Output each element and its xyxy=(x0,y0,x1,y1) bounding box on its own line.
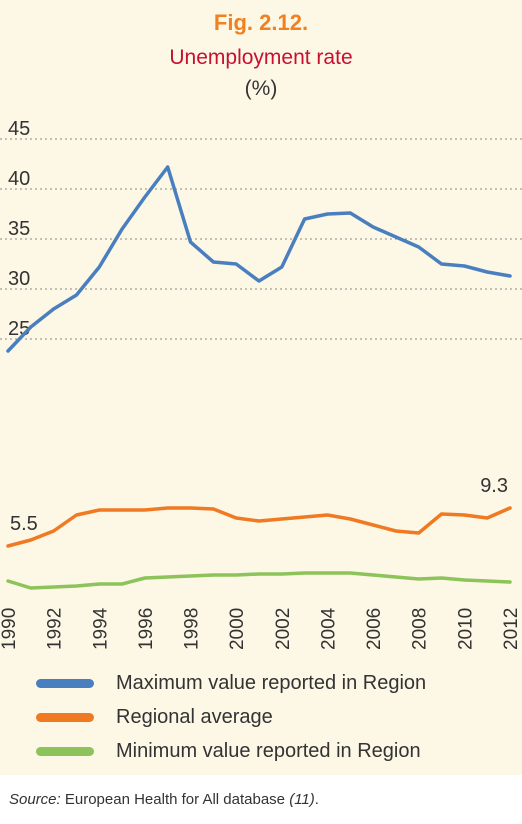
legend-item-avg: Regional average xyxy=(36,700,426,734)
x-tick-2008: 2008 xyxy=(410,608,431,650)
data-label-2012: 9.3 xyxy=(480,475,508,497)
x-tick-1996: 1996 xyxy=(136,608,157,650)
y-tick-30: 30 xyxy=(8,268,30,290)
legend-item-min: Minimum value reported in Region xyxy=(36,734,426,768)
series-lines xyxy=(6,165,512,590)
y-tick-40: 40 xyxy=(8,168,30,190)
legend-label-avg: Regional average xyxy=(116,705,273,728)
legend-label-max: Maximum value reported in Region xyxy=(116,671,427,694)
chart-unit: (%) xyxy=(244,77,278,100)
source-prefix: Source: xyxy=(9,791,61,808)
grid-lines xyxy=(0,138,522,340)
x-tick-2002: 2002 xyxy=(273,608,294,650)
x-tick-1994: 1994 xyxy=(90,607,111,650)
chart-title: Unemployment rate xyxy=(169,46,353,69)
source-ref: (11) xyxy=(289,791,315,808)
x-tick-1998: 1998 xyxy=(182,608,203,650)
x-tick-2006: 2006 xyxy=(364,608,385,650)
x-tick-1990: 1990 xyxy=(0,608,20,650)
data-label-1990: 5.5 xyxy=(10,513,38,535)
x-tick-2000: 2000 xyxy=(227,608,248,650)
legend-swatch-min xyxy=(36,746,94,756)
chart-panel xyxy=(0,0,522,775)
y-tick-45: 45 xyxy=(8,118,30,140)
source-text: European Health for All database xyxy=(60,791,290,808)
source-note: Source: European Health for All database… xyxy=(9,791,319,808)
y-tick-35: 35 xyxy=(8,218,30,240)
series-line-avg xyxy=(6,506,512,548)
data-labels: 5.5 9.3 xyxy=(10,475,508,535)
figure-number: Fig. 2.12. xyxy=(213,10,309,35)
x-tick-1992: 1992 xyxy=(45,608,66,650)
x-tick-2010: 2010 xyxy=(455,608,476,650)
series-line-min xyxy=(6,571,512,590)
x-tick-2004: 2004 xyxy=(319,607,340,650)
x-tick-labels: 1990 1992 1994 1996 1998 2000 2002 2004 2006 2008… xyxy=(0,607,522,650)
legend-swatch-avg xyxy=(36,712,94,722)
x-tick-2012: 2012 xyxy=(501,608,522,650)
legend-label-min: Minimum value reported in Region xyxy=(116,739,421,762)
legend: Maximum value reported in Region Regiona… xyxy=(36,666,426,768)
source-suffix: . xyxy=(314,791,319,808)
series-line-max xyxy=(6,165,512,353)
legend-swatch-max xyxy=(36,678,94,688)
legend-item-max: Maximum value reported in Region xyxy=(36,666,426,700)
